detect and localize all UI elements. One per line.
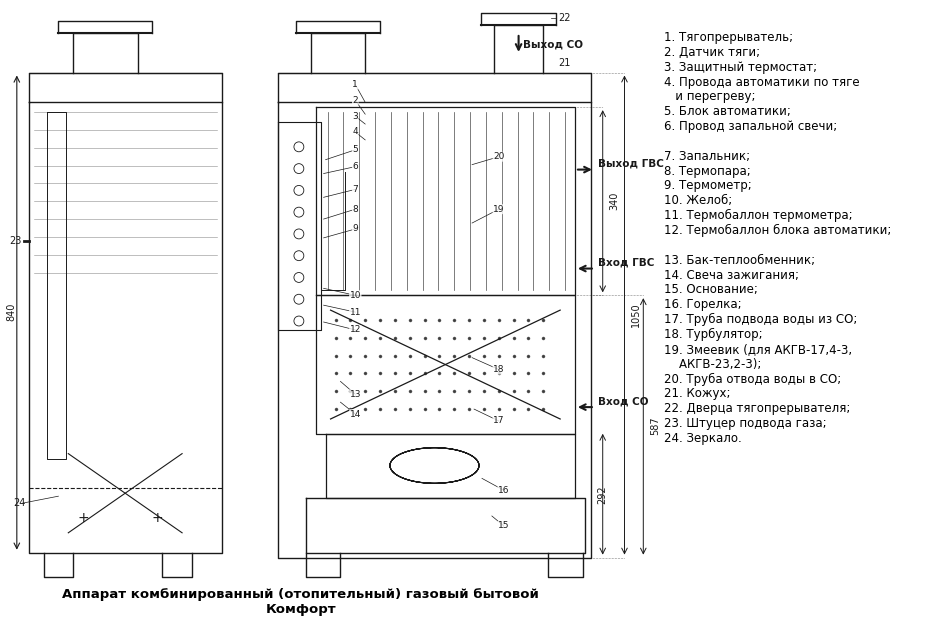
Text: 21. Кожух;: 21. Кожух; bbox=[664, 387, 730, 401]
Text: 11. Термобаллон термометра;: 11. Термобаллон термометра; bbox=[664, 209, 852, 222]
Text: 10. Желоб;: 10. Желоб; bbox=[664, 194, 731, 207]
Text: 10: 10 bbox=[349, 291, 361, 299]
Text: 16: 16 bbox=[498, 486, 509, 495]
Text: Выход СО: Выход СО bbox=[522, 40, 582, 50]
Text: 6: 6 bbox=[352, 162, 358, 171]
Text: 22. Дверца тягопрерывателя;: 22. Дверца тягопрерывателя; bbox=[664, 402, 849, 415]
Text: 7: 7 bbox=[352, 185, 358, 194]
Text: 9: 9 bbox=[352, 225, 358, 234]
Text: 12: 12 bbox=[349, 325, 361, 334]
Text: 5: 5 bbox=[352, 146, 358, 155]
Text: 21: 21 bbox=[558, 58, 570, 68]
Text: 840: 840 bbox=[7, 303, 17, 321]
Text: 340: 340 bbox=[609, 192, 619, 211]
Text: 15. Основание;: 15. Основание; bbox=[664, 283, 757, 296]
Text: 8. Термопара;: 8. Термопара; bbox=[664, 165, 750, 178]
Text: 5. Блок автоматики;: 5. Блок автоматики; bbox=[664, 105, 790, 118]
Text: Вход СО: Вход СО bbox=[597, 396, 647, 406]
Text: 18: 18 bbox=[492, 365, 504, 374]
Text: 3: 3 bbox=[352, 111, 358, 120]
Text: 3. Защитный термостат;: 3. Защитный термостат; bbox=[664, 61, 817, 73]
Text: 587: 587 bbox=[649, 417, 660, 435]
Text: 13: 13 bbox=[349, 390, 361, 399]
Text: 17. Труба подвода воды из СО;: 17. Труба подвода воды из СО; bbox=[664, 313, 857, 327]
Text: 15: 15 bbox=[498, 522, 509, 531]
Text: 1. Тягопрерыватель;: 1. Тягопрерыватель; bbox=[664, 31, 792, 44]
Text: 11: 11 bbox=[349, 308, 361, 317]
Text: 1: 1 bbox=[352, 80, 358, 89]
Text: 23. Штуцер подвода газа;: 23. Штуцер подвода газа; bbox=[664, 417, 825, 430]
Text: 14. Свеча зажигания;: 14. Свеча зажигания; bbox=[664, 269, 798, 281]
Text: 23: 23 bbox=[10, 236, 22, 246]
Text: 17: 17 bbox=[492, 417, 504, 426]
Text: 24. Зеркало.: 24. Зеркало. bbox=[664, 432, 741, 445]
Text: 12. Термобаллон блока автоматики;: 12. Термобаллон блока автоматики; bbox=[664, 224, 890, 237]
Text: АКГВ-23,2-3);: АКГВ-23,2-3); bbox=[664, 357, 761, 371]
Text: 19. Змеевик (для АКГВ-17,4-3,: 19. Змеевик (для АКГВ-17,4-3, bbox=[664, 343, 851, 355]
Text: 19: 19 bbox=[492, 205, 504, 214]
Text: 4: 4 bbox=[352, 128, 358, 137]
Text: 18. Турбулятор;: 18. Турбулятор; bbox=[664, 328, 762, 341]
Text: Аппарат комбинированный (отопительный) газовый бытовой
Комфорт: Аппарат комбинированный (отопительный) г… bbox=[63, 588, 539, 616]
Text: 16. Горелка;: 16. Горелка; bbox=[664, 298, 741, 311]
Text: 2: 2 bbox=[352, 96, 358, 105]
Text: 1050: 1050 bbox=[631, 303, 641, 327]
Text: 20. Труба отвода воды в СО;: 20. Труба отвода воды в СО; bbox=[664, 372, 841, 386]
Text: 8: 8 bbox=[352, 205, 358, 214]
Text: 6. Провод запальной свечи;: 6. Провод запальной свечи; bbox=[664, 120, 837, 133]
Text: 20: 20 bbox=[492, 152, 504, 161]
Text: и перегреву;: и перегреву; bbox=[664, 90, 755, 104]
Text: 24: 24 bbox=[12, 498, 25, 508]
Text: Вход ГВС: Вход ГВС bbox=[597, 258, 653, 268]
Text: 4. Провода автоматики по тяге: 4. Провода автоматики по тяге bbox=[664, 75, 859, 89]
Text: Выход ГВС: Выход ГВС bbox=[597, 158, 663, 169]
Text: 2. Датчик тяги;: 2. Датчик тяги; bbox=[664, 46, 760, 59]
Text: 22: 22 bbox=[558, 13, 570, 23]
Text: 9. Термометр;: 9. Термометр; bbox=[664, 180, 751, 193]
Text: 14: 14 bbox=[349, 410, 361, 419]
Text: 292: 292 bbox=[596, 485, 606, 504]
Text: 13. Бак-теплообменник;: 13. Бак-теплообменник; bbox=[664, 254, 814, 267]
Text: +: + bbox=[77, 511, 89, 525]
Text: 7. Запальник;: 7. Запальник; bbox=[664, 150, 749, 163]
Text: +: + bbox=[151, 511, 163, 525]
